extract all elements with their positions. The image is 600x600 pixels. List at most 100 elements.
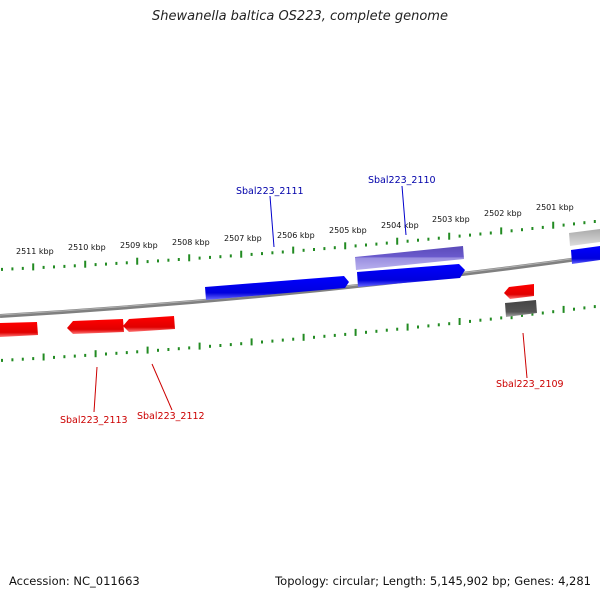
minor-tick: [313, 335, 315, 339]
minor-tick: [21, 266, 24, 270]
minor-tick: [157, 348, 159, 352]
minor-tick: [32, 357, 35, 361]
minor-tick: [240, 342, 243, 346]
leader-Sbal223_2113: [93, 366, 98, 413]
minor-tick: [541, 311, 544, 315]
gene-Sbal223_2111[interactable]: [205, 276, 349, 300]
minor-tick: [125, 261, 128, 265]
minor-tick: [427, 237, 430, 241]
minor-tick: [593, 305, 596, 309]
gene-Sbal223_2110-selected[interactable]: [355, 246, 464, 270]
major-tick: [292, 246, 295, 254]
minor-tick: [313, 248, 315, 251]
minor-tick: [11, 267, 14, 271]
minor-tick: [573, 222, 575, 226]
minor-tick: [261, 252, 263, 256]
minor-tick: [281, 250, 284, 254]
major-tick: [448, 232, 451, 240]
minor-tick: [541, 225, 544, 229]
major-tick: [396, 237, 399, 245]
minor-tick: [365, 330, 367, 334]
minor-tick: [53, 265, 55, 269]
leader-Sbal223_2110: [401, 185, 407, 236]
tick-label-2511: 2511 kbp: [16, 247, 54, 256]
tick-label-2501: 2501 kbp: [536, 203, 574, 212]
minor-tick: [167, 258, 170, 262]
minor-tick: [219, 255, 222, 259]
minor-tick: [583, 221, 586, 225]
tick-label-2503: 2503 kbp: [432, 215, 470, 224]
minor-tick: [281, 338, 284, 342]
minor-tick: [105, 262, 107, 266]
gene-label-Sbal223_2113[interactable]: Sbal223_2113: [60, 415, 128, 426]
minor-tick: [53, 355, 55, 359]
gene-Sbal223_2110[interactable]: [357, 264, 465, 287]
major-tick: [146, 346, 149, 354]
minor-tick: [198, 256, 201, 260]
scale-labels: 2511 kbp 2510 kbp 2509 kbp 2508 kbp 2507…: [16, 203, 574, 256]
minor-tick: [479, 232, 482, 236]
gene-forward-edge-right[interactable]: [571, 246, 600, 264]
gene-reverse-edge-left[interactable]: [0, 322, 38, 337]
minor-tick: [552, 310, 555, 314]
gene-label-Sbal223_2109[interactable]: Sbal223_2109: [496, 379, 564, 390]
minor-tick: [479, 318, 482, 322]
minor-tick: [1, 267, 3, 271]
gene-forward-edge-right-grey[interactable]: [569, 229, 600, 246]
major-tick: [552, 221, 555, 229]
major-tick: [240, 250, 243, 258]
minor-tick: [302, 248, 305, 252]
tick-label-2504: 2504 kbp: [381, 221, 419, 230]
leader-Sbal223_2112: [151, 363, 173, 411]
gene-label-Sbal223_2110[interactable]: Sbal223_2110: [368, 175, 436, 186]
minor-tick: [385, 241, 388, 245]
minor-tick: [42, 265, 45, 269]
minor-tick: [11, 358, 14, 362]
minor-tick: [177, 347, 180, 351]
minor-tick: [562, 223, 565, 227]
minor-tick: [500, 316, 503, 320]
minor-tick: [531, 312, 534, 316]
minor-tick: [209, 255, 211, 259]
minor-tick: [510, 229, 513, 233]
major-tick: [94, 350, 97, 358]
accession-text: Accession: NC_011663: [9, 574, 140, 588]
gene-Sbal223_2113[interactable]: [67, 319, 124, 334]
minor-tick: [1, 358, 3, 362]
gene-label-Sbal223_2112[interactable]: Sbal223_2112: [137, 411, 205, 422]
minor-tick: [261, 340, 263, 344]
major-tick: [188, 254, 191, 262]
minor-tick: [385, 328, 388, 332]
minor-tick: [323, 247, 326, 251]
minor-tick: [333, 333, 336, 337]
minor-tick: [521, 228, 523, 232]
minor-tick: [115, 261, 118, 265]
minor-tick: [417, 238, 419, 242]
tick-label-2502: 2502 kbp: [484, 209, 522, 218]
minor-tick: [21, 357, 24, 361]
gene-Sbal223_2109[interactable]: [504, 284, 534, 299]
major-tick: [500, 227, 503, 235]
minor-tick: [136, 350, 139, 354]
major-tick: [250, 338, 253, 346]
major-tick: [406, 323, 409, 331]
minor-tick: [375, 242, 378, 246]
gene-label-Sbal223_2111[interactable]: Sbal223_2111: [236, 186, 304, 197]
minor-tick: [84, 353, 87, 357]
gene-Sbal223_2109-grey[interactable]: [505, 300, 537, 317]
major-tick: [302, 333, 305, 341]
minor-tick: [73, 354, 76, 358]
gene-Sbal223_2112[interactable]: [123, 316, 175, 332]
minor-tick: [573, 307, 575, 311]
tick-label-2508: 2508 kbp: [172, 238, 210, 247]
minor-tick: [469, 233, 471, 237]
minor-tick: [406, 239, 409, 243]
major-tick: [562, 305, 565, 313]
minor-tick: [229, 343, 232, 347]
minor-tick: [167, 348, 170, 351]
minor-tick: [593, 220, 596, 223]
major-tick: [344, 242, 347, 250]
minor-tick: [531, 227, 534, 230]
outer-tick-row: [1, 220, 596, 271]
